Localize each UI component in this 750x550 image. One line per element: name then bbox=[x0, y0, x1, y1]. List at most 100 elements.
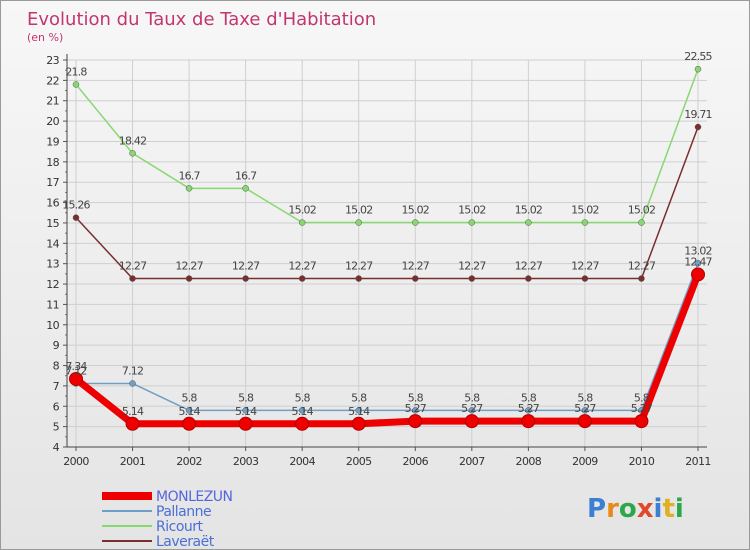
point-laveraët bbox=[242, 275, 249, 282]
point-pallanne bbox=[468, 407, 476, 414]
value-label-ricourt: 15.02 bbox=[571, 204, 599, 217]
y-tick-label: 14 bbox=[46, 237, 59, 250]
point-ricourt bbox=[242, 185, 249, 192]
logo-letter: i bbox=[654, 494, 663, 524]
x-tick-label: 2002 bbox=[176, 455, 202, 468]
series-layer bbox=[69, 65, 705, 431]
value-label-monlezun: 5.27 bbox=[461, 402, 483, 415]
point-monlezun bbox=[69, 371, 83, 386]
point-pallanne bbox=[298, 407, 306, 414]
value-label-laveraët: 12.27 bbox=[288, 260, 316, 273]
point-pallanne bbox=[581, 407, 589, 414]
y-tick-label: 17 bbox=[46, 176, 59, 189]
y-tick-label: 9 bbox=[53, 339, 60, 352]
x-tick-label: 2003 bbox=[233, 455, 259, 468]
point-laveraët bbox=[638, 275, 645, 282]
point-ricourt bbox=[638, 219, 645, 226]
value-label-pallanne: 5.8 bbox=[464, 391, 480, 404]
point-ricourt bbox=[412, 219, 419, 226]
value-label-ricourt: 18.42 bbox=[119, 134, 147, 147]
point-monlezun bbox=[295, 416, 310, 431]
y-tick-label: 20 bbox=[46, 115, 59, 128]
y-tick-label: 15 bbox=[46, 217, 59, 230]
point-ricourt bbox=[298, 219, 306, 226]
value-label-pallanne: 5.8 bbox=[238, 391, 254, 404]
logo-letter: P bbox=[587, 494, 606, 524]
value-label-ricourt: 15.02 bbox=[345, 204, 373, 217]
point-ricourt bbox=[355, 219, 362, 226]
chart-subtitle: (en %) bbox=[27, 31, 63, 44]
point-monlezun bbox=[182, 416, 197, 431]
y-tick-label: 7 bbox=[53, 380, 60, 393]
point-laveraët bbox=[581, 275, 589, 282]
value-label-laveraët: 12.27 bbox=[345, 260, 373, 273]
value-label-laveraët: 12.27 bbox=[175, 260, 203, 273]
x-tick-label: 2005 bbox=[346, 455, 372, 468]
value-label-pallanne: 7.12 bbox=[122, 364, 143, 377]
point-monlezun bbox=[238, 416, 253, 431]
value-label-pallanne: 5.8 bbox=[577, 391, 593, 404]
point-pallanne bbox=[412, 407, 419, 414]
y-tick-label: 11 bbox=[46, 298, 59, 311]
series-line-ricourt bbox=[75, 68, 699, 224]
chart-title: Evolution du Taux de Taxe d'Habitation bbox=[27, 9, 376, 30]
y-tick-label: 12 bbox=[46, 278, 59, 291]
value-label-ricourt: 15.02 bbox=[458, 204, 486, 217]
point-pallanne bbox=[694, 260, 702, 267]
point-pallanne bbox=[129, 380, 136, 387]
point-monlezun bbox=[691, 267, 705, 282]
value-label-pallanne: 5.8 bbox=[408, 391, 424, 404]
legend-label-laveraët: Laveraët bbox=[156, 534, 215, 549]
point-laveraët bbox=[412, 275, 419, 282]
value-label-pallanne: 5.8 bbox=[295, 391, 311, 404]
y-tick-label: 10 bbox=[46, 319, 59, 332]
value-label-laveraët: 12.27 bbox=[628, 260, 656, 273]
x-tick-label: 2011 bbox=[685, 455, 711, 468]
y-tick-labels: 4 5 6 7 8 9 10 11 12 13 14 15 16 17 18 19 20 21 22 23 bbox=[46, 54, 60, 454]
value-label-ricourt: 16.7 bbox=[178, 169, 200, 182]
y-tick-label: 8 bbox=[53, 360, 60, 373]
y-tick-label: 21 bbox=[46, 95, 59, 108]
value-label-laveraët: 12.27 bbox=[119, 260, 147, 273]
value-label-pallanne: 5.8 bbox=[521, 391, 537, 404]
logo-letter: t bbox=[662, 494, 674, 524]
point-laveraët bbox=[129, 275, 136, 282]
value-label-monlezun: 5.27 bbox=[574, 402, 596, 415]
point-monlezun bbox=[408, 414, 423, 429]
logo-letter: r bbox=[606, 494, 619, 524]
value-label-monlezun: 12.47 bbox=[684, 255, 712, 268]
value-labels: 15.26 12.27 12.27 12.27 12.27 12.27 12.27 12.27… bbox=[62, 50, 713, 418]
point-laveraët bbox=[468, 275, 476, 282]
value-label-pallanne: 5.8 bbox=[634, 391, 650, 404]
point-laveraët bbox=[185, 275, 193, 282]
y-tick-label: 22 bbox=[46, 74, 59, 87]
value-label-ricourt: 15.02 bbox=[515, 204, 543, 217]
point-laveraët bbox=[694, 123, 702, 131]
value-label-monlezun: 5.27 bbox=[631, 402, 653, 415]
x-tick-label: 2008 bbox=[516, 455, 542, 468]
series-line-laveraët bbox=[75, 126, 699, 280]
point-ricourt bbox=[185, 185, 193, 192]
point-ricourt bbox=[129, 150, 136, 157]
value-label-monlezun: 5.14 bbox=[178, 405, 200, 418]
point-laveraët bbox=[355, 275, 362, 282]
point-monlezun bbox=[521, 414, 536, 429]
value-label-monlezun: 5.14 bbox=[235, 405, 257, 418]
value-label-monlezun: 5.14 bbox=[292, 405, 314, 418]
value-label-ricourt: 16.7 bbox=[235, 169, 257, 182]
value-label-monlezun: 5.14 bbox=[122, 405, 144, 418]
y-tick-label: 13 bbox=[46, 258, 59, 271]
value-label-laveraët: 12.27 bbox=[458, 260, 486, 273]
logo-letter: o bbox=[619, 494, 637, 524]
legend-label-pallanne: Pallanne bbox=[156, 504, 211, 520]
point-laveraët bbox=[298, 275, 306, 282]
x-tick-label: 2007 bbox=[459, 455, 485, 468]
value-label-ricourt: 15.02 bbox=[402, 204, 430, 217]
point-pallanne bbox=[185, 407, 193, 414]
value-label-laveraët: 12.27 bbox=[515, 260, 543, 273]
value-label-monlezun: 5.14 bbox=[348, 405, 370, 418]
series-line-monlezun bbox=[72, 270, 702, 428]
value-label-pallanne: 5.8 bbox=[182, 391, 198, 404]
